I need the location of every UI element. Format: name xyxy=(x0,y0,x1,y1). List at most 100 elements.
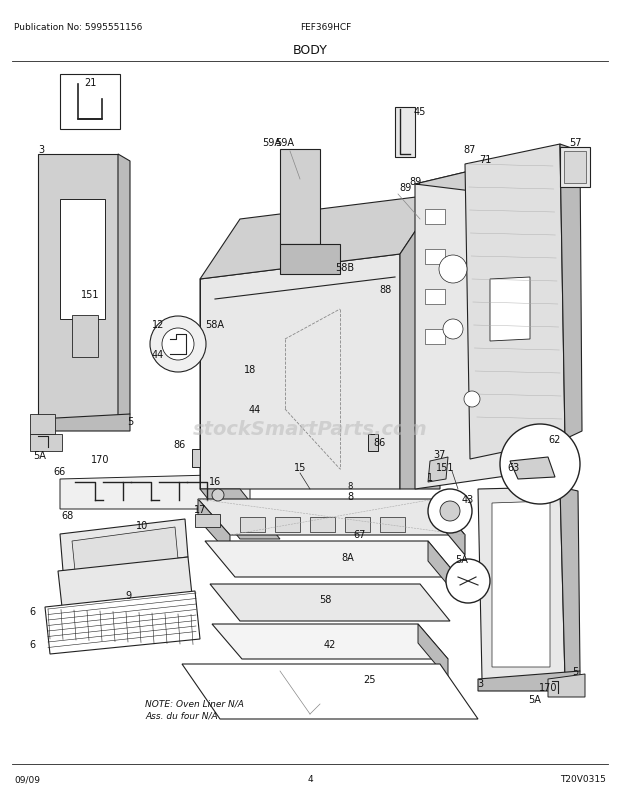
Text: 18: 18 xyxy=(244,365,256,375)
Text: 68: 68 xyxy=(62,510,74,520)
Polygon shape xyxy=(60,475,250,509)
Text: 88: 88 xyxy=(379,285,391,294)
Polygon shape xyxy=(428,457,448,482)
Polygon shape xyxy=(280,150,320,245)
Text: 58: 58 xyxy=(319,594,331,604)
Circle shape xyxy=(428,489,472,533)
Polygon shape xyxy=(480,314,505,338)
Text: 43: 43 xyxy=(462,494,474,504)
Text: 63: 63 xyxy=(507,463,519,472)
Text: 86: 86 xyxy=(374,437,386,448)
Text: 151: 151 xyxy=(81,290,99,300)
Circle shape xyxy=(162,329,194,361)
Text: 87: 87 xyxy=(464,145,476,155)
Polygon shape xyxy=(395,107,415,158)
Polygon shape xyxy=(465,145,565,460)
Polygon shape xyxy=(240,517,265,533)
Text: 66: 66 xyxy=(54,467,66,476)
Polygon shape xyxy=(30,435,62,452)
Text: 6: 6 xyxy=(29,639,35,649)
Circle shape xyxy=(464,391,480,407)
Polygon shape xyxy=(425,330,445,345)
Text: 10: 10 xyxy=(136,520,148,530)
Polygon shape xyxy=(400,195,440,489)
Text: 4: 4 xyxy=(307,775,313,784)
Text: BODY: BODY xyxy=(293,43,327,56)
Polygon shape xyxy=(480,215,505,237)
Text: 44: 44 xyxy=(249,404,261,415)
Polygon shape xyxy=(478,671,580,691)
Polygon shape xyxy=(560,488,580,679)
Text: 5: 5 xyxy=(572,666,578,676)
Text: NOTE: Oven Liner N/A: NOTE: Oven Liner N/A xyxy=(145,699,244,708)
Circle shape xyxy=(150,317,206,373)
Text: 67: 67 xyxy=(354,529,366,539)
Text: 25: 25 xyxy=(364,674,376,684)
Text: 71: 71 xyxy=(479,155,491,164)
Polygon shape xyxy=(490,277,530,342)
Text: Publication No: 5995551156: Publication No: 5995551156 xyxy=(14,23,143,32)
Polygon shape xyxy=(200,195,440,280)
Text: 57: 57 xyxy=(569,138,582,148)
Text: 45: 45 xyxy=(414,107,426,117)
Text: 58B: 58B xyxy=(335,263,355,273)
Polygon shape xyxy=(415,160,520,489)
Text: 21: 21 xyxy=(84,78,96,88)
Polygon shape xyxy=(492,501,550,667)
Polygon shape xyxy=(425,249,445,265)
Circle shape xyxy=(500,424,580,504)
Text: 44: 44 xyxy=(152,350,164,359)
Text: 37: 37 xyxy=(434,449,446,460)
Text: 12: 12 xyxy=(152,320,164,330)
Text: 8: 8 xyxy=(347,492,353,501)
Polygon shape xyxy=(435,500,465,555)
Text: 3: 3 xyxy=(477,678,483,688)
Polygon shape xyxy=(198,500,230,555)
Polygon shape xyxy=(72,528,178,571)
Polygon shape xyxy=(58,557,192,607)
Polygon shape xyxy=(418,624,448,679)
Text: 15: 15 xyxy=(294,463,306,472)
Text: 151: 151 xyxy=(436,463,454,472)
Text: 3: 3 xyxy=(38,145,44,155)
Polygon shape xyxy=(72,316,98,358)
Text: 59A: 59A xyxy=(275,138,294,148)
Polygon shape xyxy=(60,75,120,130)
Text: 5A: 5A xyxy=(456,554,469,565)
Text: 16: 16 xyxy=(209,476,221,486)
Polygon shape xyxy=(45,591,200,654)
Polygon shape xyxy=(275,517,300,533)
Text: 8: 8 xyxy=(347,482,353,491)
Polygon shape xyxy=(548,674,585,697)
Polygon shape xyxy=(425,210,445,225)
Circle shape xyxy=(440,501,460,521)
Polygon shape xyxy=(30,415,55,435)
Text: 89: 89 xyxy=(399,183,411,192)
Polygon shape xyxy=(345,517,370,533)
Text: 170: 170 xyxy=(539,683,557,692)
Circle shape xyxy=(439,256,467,284)
Polygon shape xyxy=(60,520,188,571)
Polygon shape xyxy=(192,449,200,468)
Text: 170: 170 xyxy=(91,455,109,464)
Circle shape xyxy=(443,320,463,339)
Text: Ass. du four N/A: Ass. du four N/A xyxy=(145,711,218,720)
Polygon shape xyxy=(310,517,335,533)
Text: 09/09: 09/09 xyxy=(14,775,40,784)
Text: 89: 89 xyxy=(409,176,421,187)
Circle shape xyxy=(446,559,490,603)
Polygon shape xyxy=(118,155,130,419)
Text: 58A: 58A xyxy=(205,320,224,330)
Polygon shape xyxy=(368,435,378,452)
Text: 5A: 5A xyxy=(33,451,46,460)
Text: 8A: 8A xyxy=(342,553,355,562)
Polygon shape xyxy=(560,148,590,188)
Polygon shape xyxy=(210,585,450,622)
Text: 9: 9 xyxy=(125,590,131,600)
Polygon shape xyxy=(200,255,400,489)
Polygon shape xyxy=(38,155,118,419)
Text: T20V0315: T20V0315 xyxy=(560,775,606,784)
Polygon shape xyxy=(280,245,340,274)
Polygon shape xyxy=(205,541,458,577)
Polygon shape xyxy=(182,664,478,719)
